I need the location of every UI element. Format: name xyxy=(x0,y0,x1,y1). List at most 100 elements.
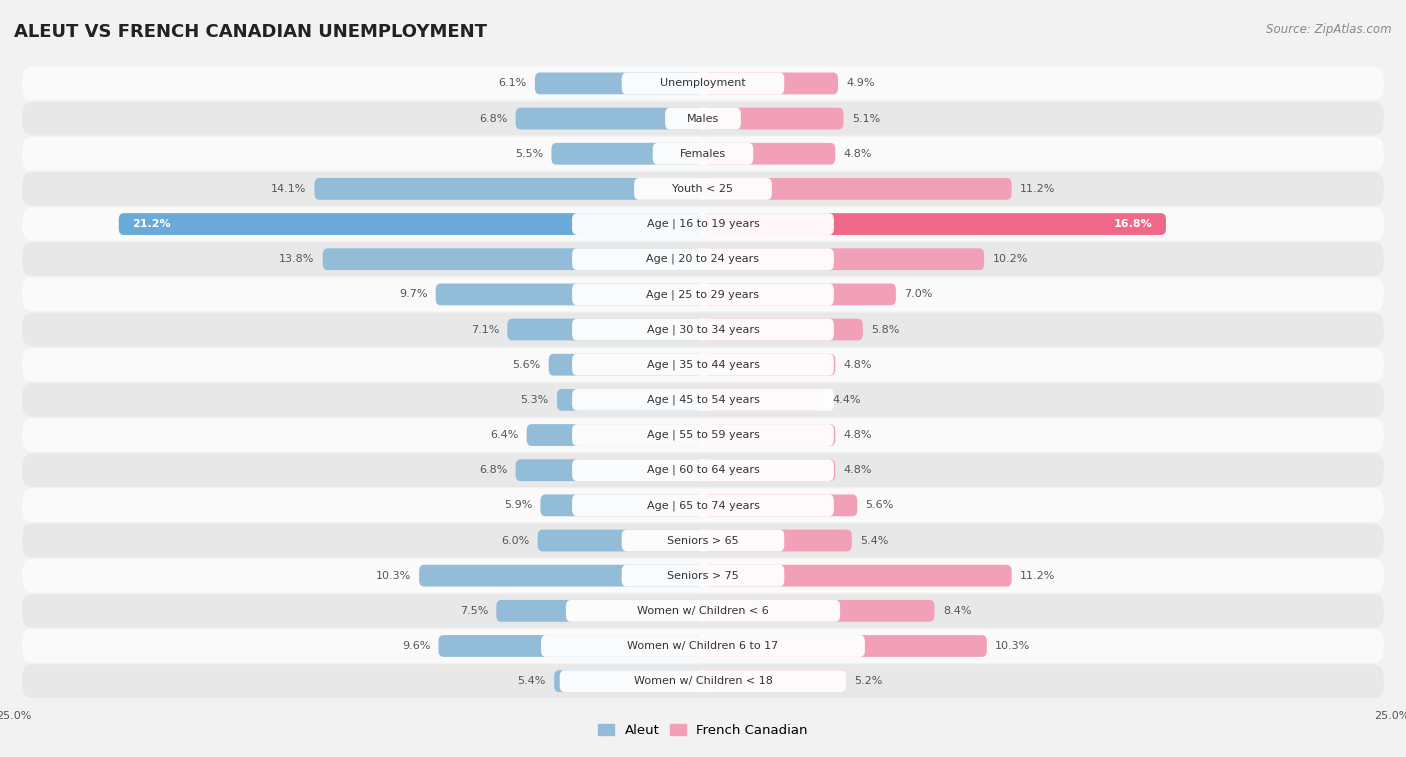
FancyBboxPatch shape xyxy=(554,670,703,692)
Text: Age | 16 to 19 years: Age | 16 to 19 years xyxy=(647,219,759,229)
FancyBboxPatch shape xyxy=(703,424,835,446)
FancyBboxPatch shape xyxy=(572,389,834,411)
Text: 8.4%: 8.4% xyxy=(943,606,972,616)
FancyBboxPatch shape xyxy=(22,172,1384,206)
FancyBboxPatch shape xyxy=(572,319,834,341)
Text: 6.1%: 6.1% xyxy=(498,79,527,89)
FancyBboxPatch shape xyxy=(22,629,1384,663)
FancyBboxPatch shape xyxy=(22,67,1384,100)
FancyBboxPatch shape xyxy=(22,524,1384,557)
Text: 7.1%: 7.1% xyxy=(471,325,499,335)
Text: Age | 55 to 59 years: Age | 55 to 59 years xyxy=(647,430,759,441)
Text: 21.2%: 21.2% xyxy=(132,219,172,229)
FancyBboxPatch shape xyxy=(496,600,703,621)
FancyBboxPatch shape xyxy=(436,283,703,305)
FancyBboxPatch shape xyxy=(572,213,834,235)
Text: Age | 20 to 24 years: Age | 20 to 24 years xyxy=(647,254,759,264)
FancyBboxPatch shape xyxy=(540,494,703,516)
FancyBboxPatch shape xyxy=(22,242,1384,276)
Text: 13.8%: 13.8% xyxy=(278,254,315,264)
FancyBboxPatch shape xyxy=(534,73,703,95)
FancyBboxPatch shape xyxy=(703,459,835,481)
Text: ALEUT VS FRENCH CANADIAN UNEMPLOYMENT: ALEUT VS FRENCH CANADIAN UNEMPLOYMENT xyxy=(14,23,486,41)
Text: 5.3%: 5.3% xyxy=(520,395,548,405)
FancyBboxPatch shape xyxy=(572,354,834,375)
FancyBboxPatch shape xyxy=(565,600,841,621)
Text: 4.9%: 4.9% xyxy=(846,79,875,89)
FancyBboxPatch shape xyxy=(703,73,838,95)
FancyBboxPatch shape xyxy=(22,383,1384,417)
Text: Unemployment: Unemployment xyxy=(661,79,745,89)
Text: 7.0%: 7.0% xyxy=(904,289,932,299)
FancyBboxPatch shape xyxy=(22,453,1384,487)
Text: 14.1%: 14.1% xyxy=(271,184,307,194)
FancyBboxPatch shape xyxy=(419,565,703,587)
FancyBboxPatch shape xyxy=(22,207,1384,241)
FancyBboxPatch shape xyxy=(572,494,834,516)
Text: Seniors > 75: Seniors > 75 xyxy=(666,571,740,581)
Text: 4.8%: 4.8% xyxy=(844,430,872,440)
Text: Age | 35 to 44 years: Age | 35 to 44 years xyxy=(647,360,759,370)
Text: 4.8%: 4.8% xyxy=(844,148,872,159)
FancyBboxPatch shape xyxy=(22,347,1384,382)
FancyBboxPatch shape xyxy=(22,101,1384,136)
Text: Women w/ Children < 6: Women w/ Children < 6 xyxy=(637,606,769,616)
Text: 10.3%: 10.3% xyxy=(375,571,411,581)
Text: 5.9%: 5.9% xyxy=(503,500,531,510)
FancyBboxPatch shape xyxy=(323,248,703,270)
Text: Women w/ Children < 18: Women w/ Children < 18 xyxy=(634,676,772,686)
FancyBboxPatch shape xyxy=(703,107,844,129)
Text: Source: ZipAtlas.com: Source: ZipAtlas.com xyxy=(1267,23,1392,36)
Text: 10.2%: 10.2% xyxy=(993,254,1028,264)
Text: 11.2%: 11.2% xyxy=(1019,184,1056,194)
Text: 5.1%: 5.1% xyxy=(852,114,880,123)
FancyBboxPatch shape xyxy=(634,178,772,200)
Text: Age | 45 to 54 years: Age | 45 to 54 years xyxy=(647,394,759,405)
FancyBboxPatch shape xyxy=(703,143,835,164)
Text: 5.6%: 5.6% xyxy=(512,360,540,369)
FancyBboxPatch shape xyxy=(703,565,1012,587)
FancyBboxPatch shape xyxy=(665,107,741,129)
Text: Age | 30 to 34 years: Age | 30 to 34 years xyxy=(647,324,759,335)
Text: Women w/ Children 6 to 17: Women w/ Children 6 to 17 xyxy=(627,641,779,651)
FancyBboxPatch shape xyxy=(703,178,1012,200)
Text: Seniors > 65: Seniors > 65 xyxy=(668,535,738,546)
Text: 9.7%: 9.7% xyxy=(399,289,427,299)
Text: 4.8%: 4.8% xyxy=(844,360,872,369)
FancyBboxPatch shape xyxy=(22,418,1384,452)
Legend: Aleut, French Canadian: Aleut, French Canadian xyxy=(593,719,813,743)
Text: Males: Males xyxy=(688,114,718,123)
FancyBboxPatch shape xyxy=(548,354,703,375)
FancyBboxPatch shape xyxy=(572,459,834,481)
FancyBboxPatch shape xyxy=(621,530,785,551)
Text: Females: Females xyxy=(681,148,725,159)
FancyBboxPatch shape xyxy=(703,354,835,375)
FancyBboxPatch shape xyxy=(22,665,1384,698)
FancyBboxPatch shape xyxy=(652,143,754,164)
Text: 5.4%: 5.4% xyxy=(517,676,546,686)
FancyBboxPatch shape xyxy=(516,459,703,481)
Text: Age | 25 to 29 years: Age | 25 to 29 years xyxy=(647,289,759,300)
Text: 9.6%: 9.6% xyxy=(402,641,430,651)
FancyBboxPatch shape xyxy=(703,389,824,411)
Text: 6.0%: 6.0% xyxy=(501,535,530,546)
Text: 5.2%: 5.2% xyxy=(855,676,883,686)
FancyBboxPatch shape xyxy=(508,319,703,341)
Text: 5.6%: 5.6% xyxy=(866,500,894,510)
FancyBboxPatch shape xyxy=(703,283,896,305)
Text: 4.8%: 4.8% xyxy=(844,466,872,475)
FancyBboxPatch shape xyxy=(541,635,865,657)
FancyBboxPatch shape xyxy=(703,319,863,341)
Text: 7.5%: 7.5% xyxy=(460,606,488,616)
FancyBboxPatch shape xyxy=(22,137,1384,170)
Text: 5.4%: 5.4% xyxy=(860,535,889,546)
Text: 6.8%: 6.8% xyxy=(479,114,508,123)
FancyBboxPatch shape xyxy=(703,635,987,657)
FancyBboxPatch shape xyxy=(703,248,984,270)
FancyBboxPatch shape xyxy=(527,424,703,446)
FancyBboxPatch shape xyxy=(22,313,1384,347)
FancyBboxPatch shape xyxy=(572,283,834,305)
FancyBboxPatch shape xyxy=(22,488,1384,522)
FancyBboxPatch shape xyxy=(557,389,703,411)
FancyBboxPatch shape xyxy=(551,143,703,164)
